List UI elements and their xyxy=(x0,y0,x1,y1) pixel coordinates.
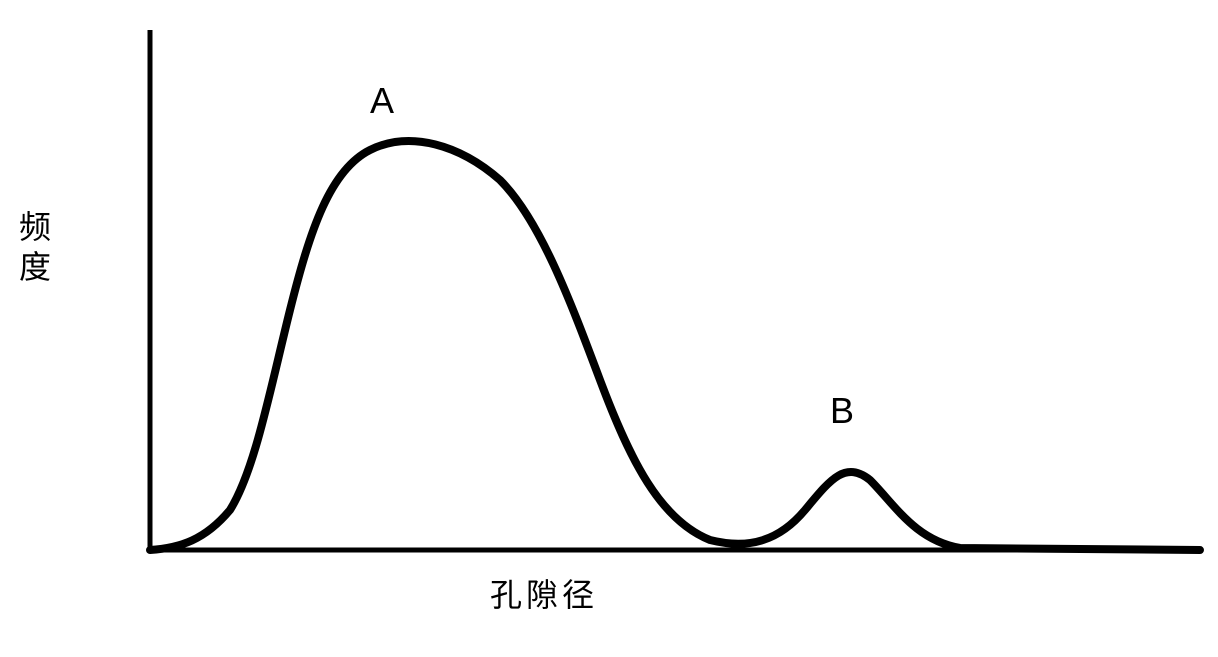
y-axis-label: 频度 xyxy=(10,210,56,290)
distribution-chart: A B xyxy=(60,20,1160,600)
axes xyxy=(150,30,1200,550)
peak-label-b: B xyxy=(830,390,854,432)
distribution-curve xyxy=(150,141,1200,550)
chart-svg xyxy=(60,20,1218,657)
peak-label-a: A xyxy=(370,80,394,122)
x-axis-label: 孔隙径 xyxy=(490,570,598,616)
